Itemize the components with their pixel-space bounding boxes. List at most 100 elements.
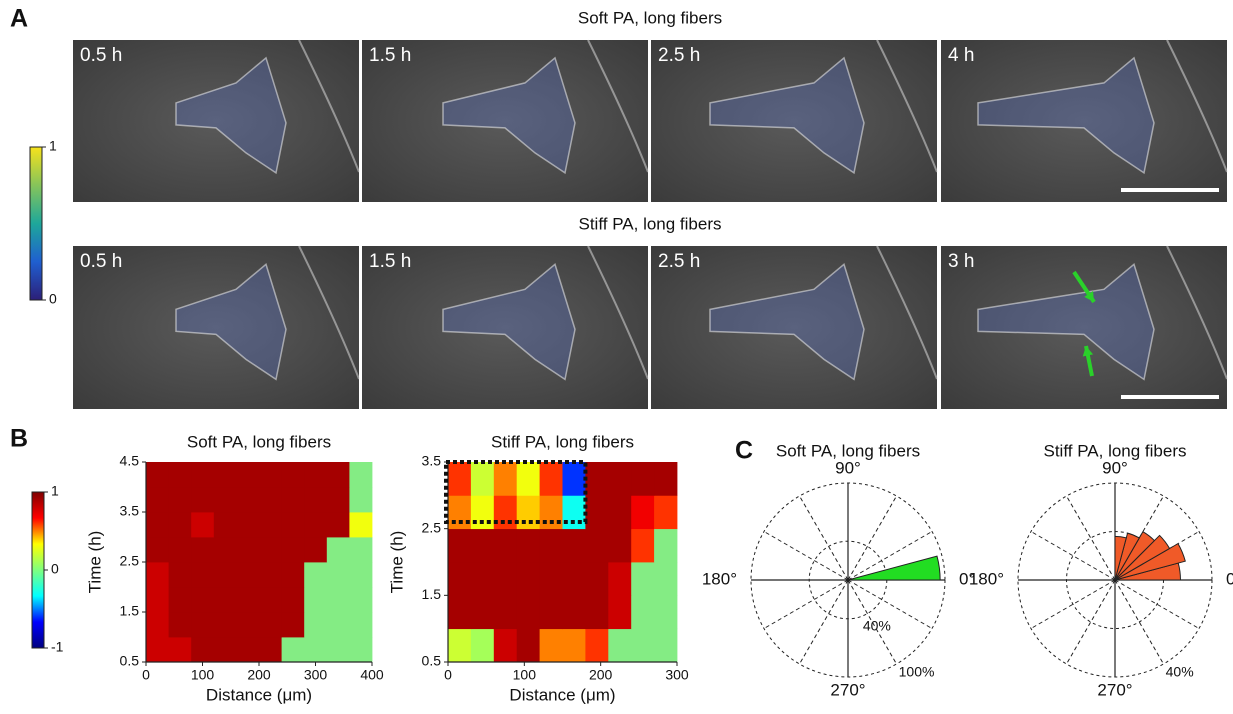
heat-cell	[539, 595, 563, 630]
heat-cell	[608, 495, 632, 530]
heat-cell	[259, 637, 282, 663]
heat-cell	[448, 595, 472, 630]
no-data-cell	[654, 595, 678, 630]
heat-cell	[213, 612, 237, 638]
heat-cell	[281, 487, 305, 513]
heat-cell	[236, 512, 260, 538]
frame-label: 4 h	[948, 45, 974, 66]
angle-tick-label: 180°	[969, 569, 1004, 588]
colorbar-tick-label: 0	[51, 561, 59, 577]
frame-label: 0.5 h	[80, 251, 122, 272]
heat-cell	[213, 487, 237, 513]
heat-cell	[470, 562, 495, 596]
no-data-cell	[631, 595, 655, 630]
no-data-cell	[349, 487, 373, 513]
heat-cell	[168, 512, 192, 538]
heat-cell	[236, 537, 260, 563]
heat-cell	[326, 487, 350, 513]
rose-wedge	[1114, 531, 1156, 581]
no-data-cell	[654, 628, 678, 663]
x-tick-label: 400	[360, 667, 384, 683]
heat-cell	[304, 512, 328, 538]
heat-cell	[259, 562, 282, 588]
colorbar-tick-label: 1	[49, 138, 57, 154]
y-tick-label: 3.5	[120, 503, 140, 519]
heat-cell	[562, 628, 586, 663]
no-data-cell	[304, 612, 328, 638]
angle-grid	[1030, 531, 1116, 581]
chart-title: Soft PA, long fibers	[776, 441, 920, 460]
heat-cell	[259, 587, 282, 613]
highlight-box	[444, 460, 588, 524]
angle-tick-label: 90°	[835, 458, 861, 477]
heat-cell	[516, 495, 540, 530]
angle-tick-label: 270°	[1097, 680, 1132, 699]
heat-cell	[168, 537, 192, 563]
heat-cell	[146, 512, 169, 538]
cell-outline	[977, 263, 1155, 381]
cell-edge	[876, 245, 938, 380]
panel-label: C	[735, 437, 753, 465]
colorbar-tick-label: -1	[51, 639, 64, 655]
heat-cell	[191, 637, 215, 663]
heat-cell	[608, 462, 632, 496]
y-tick-label: 3.5	[422, 453, 442, 469]
heat-cell	[562, 462, 586, 496]
heat-cell	[654, 495, 678, 530]
heat-cell	[213, 512, 237, 538]
radial-tick-label: 40%	[863, 618, 891, 634]
heat-cell	[191, 487, 215, 513]
heat-cell	[493, 462, 518, 496]
frame-label: 1.5 h	[369, 251, 411, 272]
cell-outline	[709, 263, 865, 381]
heat-cell	[146, 487, 169, 513]
heat-cell	[562, 528, 586, 563]
cell-edge	[1166, 245, 1228, 380]
heat-cell	[516, 528, 540, 563]
heat-cell	[470, 495, 495, 530]
x-tick-label: 0	[142, 667, 150, 683]
heat-cell	[326, 462, 350, 488]
panel-label: A	[10, 5, 28, 33]
heat-cell	[259, 462, 282, 488]
x-axis-label: Distance (μm)	[206, 685, 312, 704]
heat-cell	[191, 562, 215, 588]
chart-title: Stiff PA, long fibers	[491, 432, 634, 451]
heat-cell	[516, 462, 540, 496]
cell-edge	[1166, 39, 1228, 173]
no-data-cell	[304, 637, 328, 663]
heat-cell	[539, 528, 563, 563]
no-data-cell	[631, 562, 655, 596]
colorbar-tick-label: 0	[49, 291, 57, 307]
angle-grid	[847, 531, 933, 581]
y-tick-label: 2.5	[422, 519, 442, 535]
heat-cell	[585, 462, 609, 496]
rose-wedge	[1114, 542, 1186, 581]
heat-cell	[470, 462, 495, 496]
heat-cell	[259, 612, 282, 638]
heat-cell	[608, 528, 632, 563]
colorbar	[29, 146, 43, 301]
angle-grid	[763, 579, 849, 629]
angle-grid	[847, 495, 897, 581]
frame-label: 1.5 h	[369, 45, 411, 66]
frame-label: 2.5 h	[658, 45, 700, 66]
frame-label: 0.5 h	[80, 45, 122, 66]
no-data-cell	[349, 637, 373, 663]
heat-cell	[539, 462, 563, 496]
panel-label: B	[10, 425, 28, 453]
x-tick-label: 200	[589, 667, 613, 683]
heat-cell	[585, 595, 609, 630]
heat-cell	[448, 562, 472, 596]
cell-outline	[442, 56, 576, 175]
heat-cell	[539, 628, 563, 663]
heat-cell	[146, 637, 169, 663]
colorbar	[31, 491, 45, 649]
heat-cell	[236, 612, 260, 638]
cell-outline	[175, 56, 287, 175]
angle-grid	[1114, 579, 1164, 665]
heat-cell	[213, 537, 237, 563]
no-data-cell	[326, 612, 350, 638]
angle-grid	[1066, 579, 1116, 665]
